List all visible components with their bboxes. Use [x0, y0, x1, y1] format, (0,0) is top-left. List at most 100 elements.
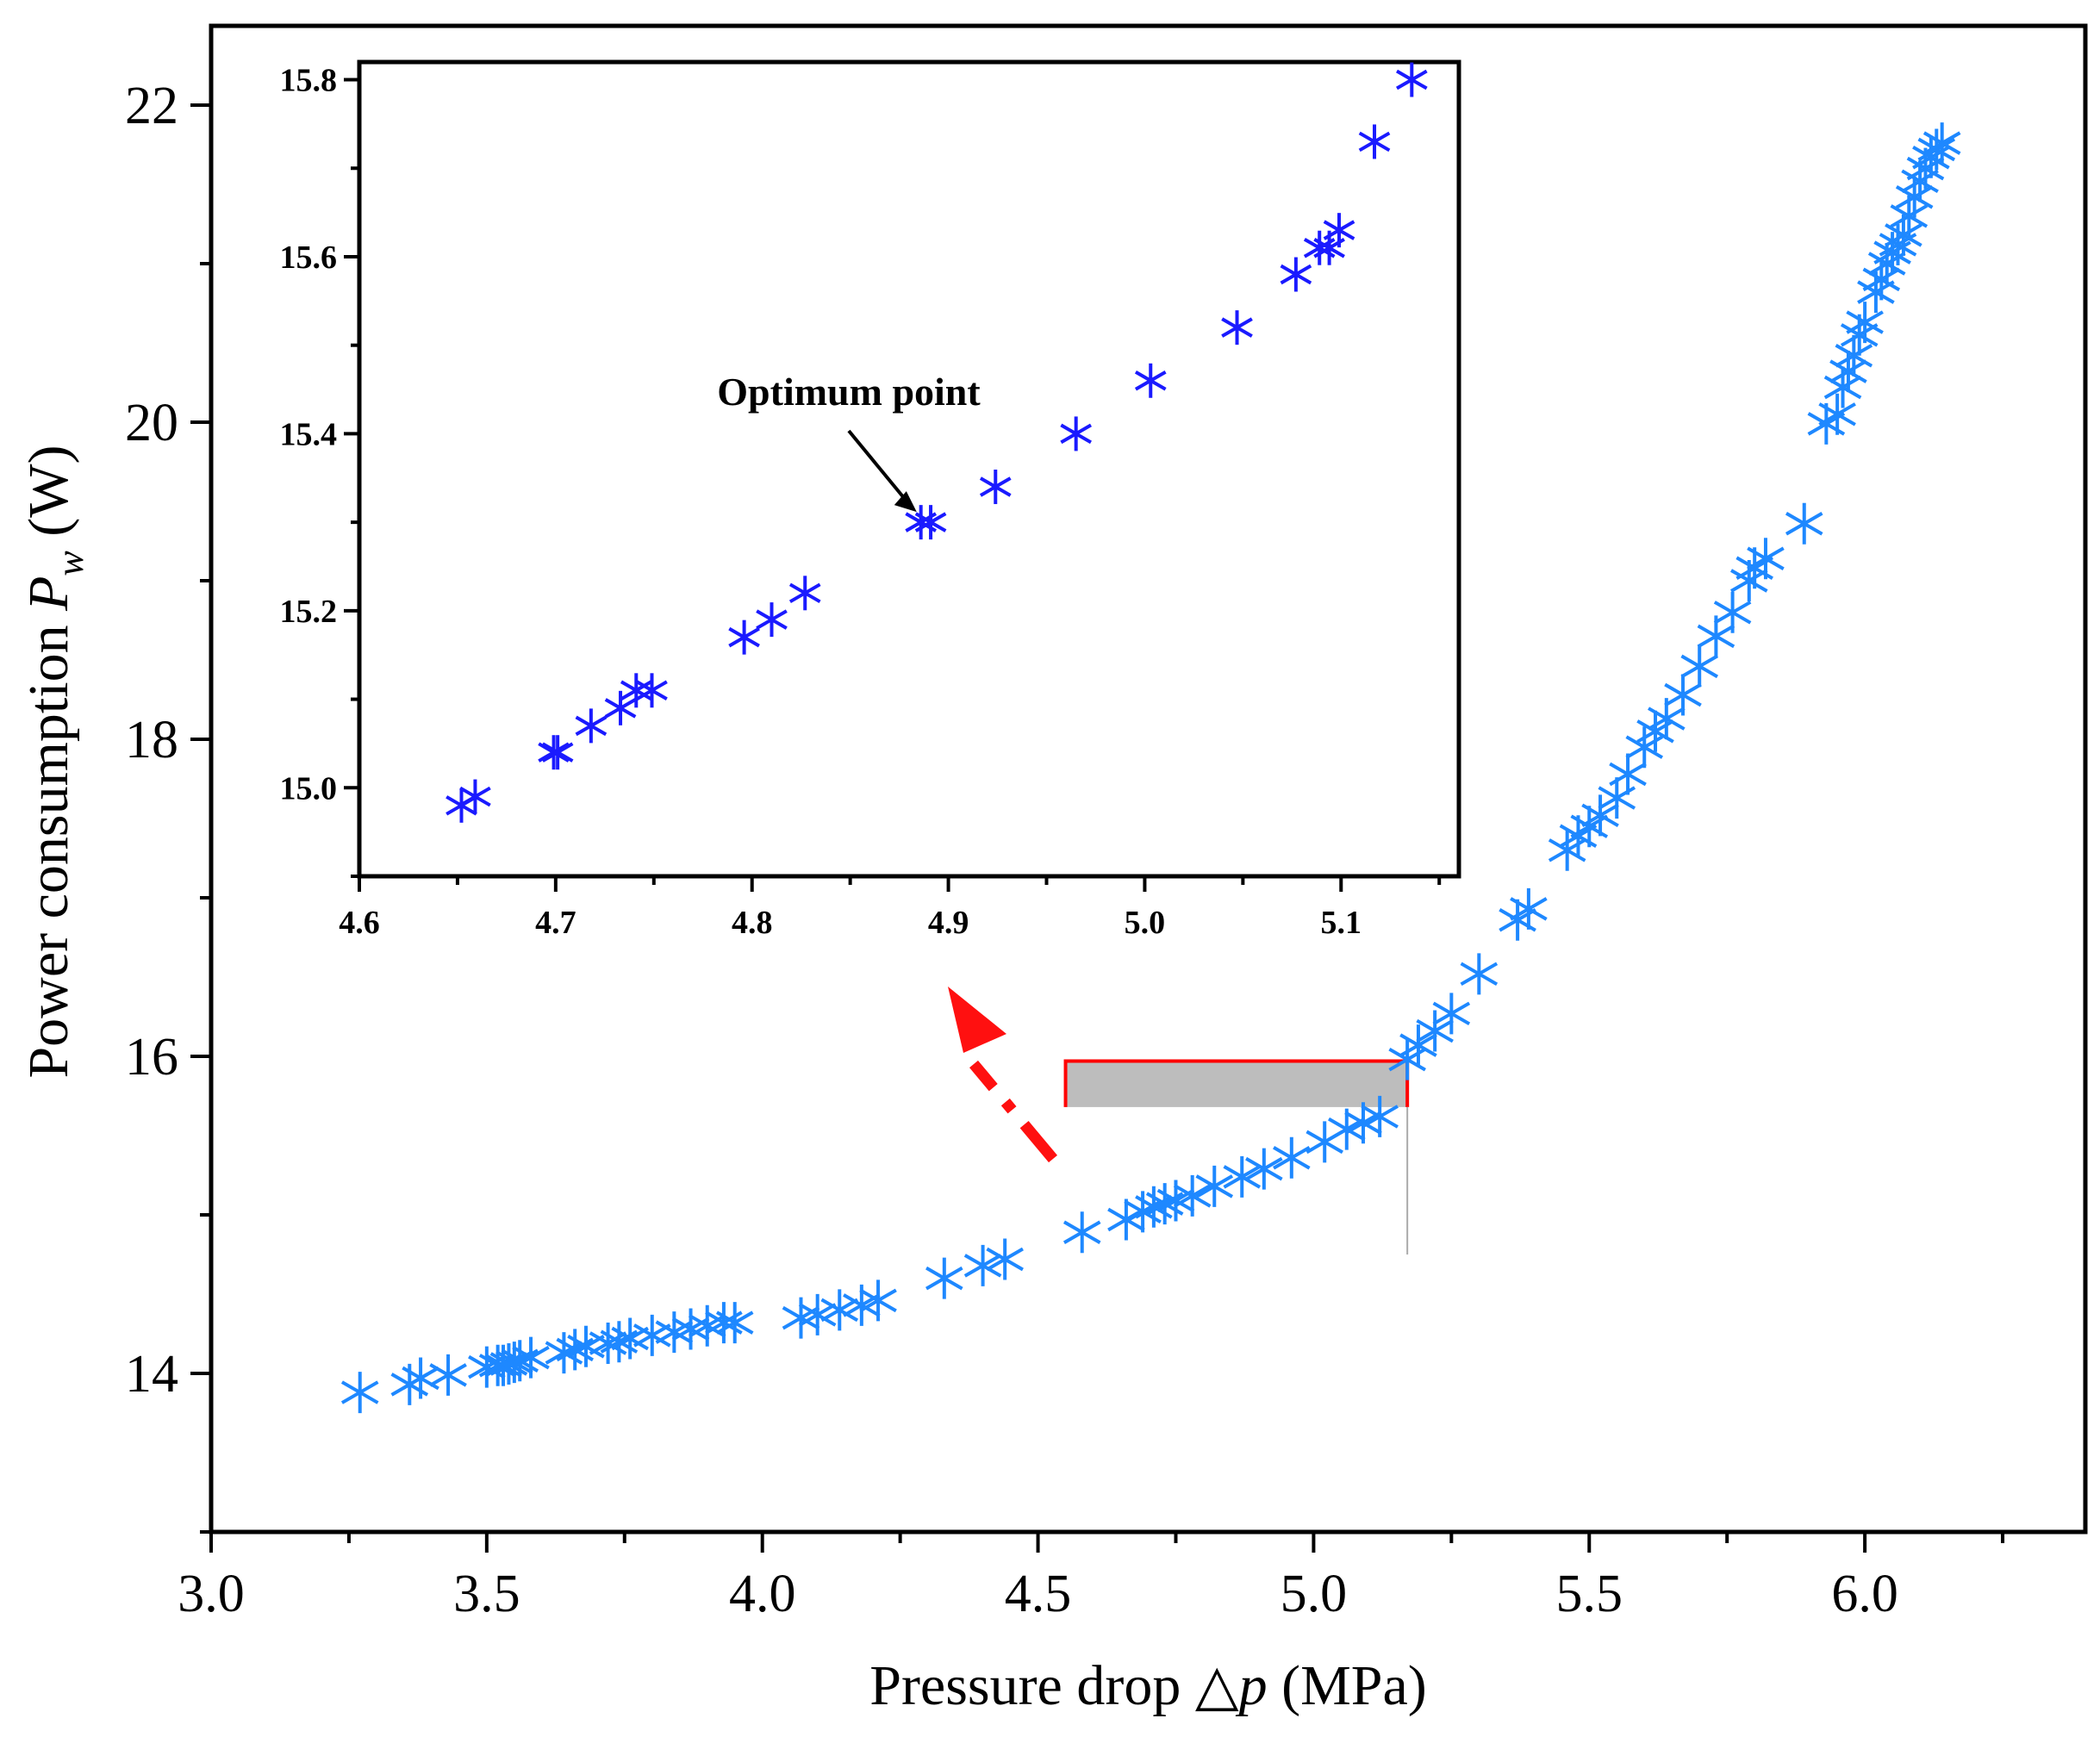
marker-stroke: [1885, 223, 1922, 247]
data-point: [986, 1238, 1024, 1280]
marker-stroke: [979, 476, 1012, 497]
inset-data-point: [541, 735, 574, 770]
inset-data-point: [1134, 363, 1167, 398]
x-tick-label: 5.5: [1556, 1565, 1623, 1623]
marker-stroke: [1697, 624, 1735, 649]
inset-y-tick-label: 15.2: [280, 594, 338, 630]
inset-data-point: [1395, 62, 1428, 97]
x-axis-title-var: p: [1236, 1654, 1268, 1717]
optimum-point-label: Optimum point: [717, 370, 981, 414]
data-point: [1581, 794, 1619, 837]
data-point: [859, 1279, 897, 1322]
marker-stroke: [1917, 137, 1956, 162]
inset-data-point: [604, 690, 637, 725]
marker-stroke: [820, 1298, 859, 1323]
marker-stroke: [459, 786, 491, 807]
marker-stroke: [538, 742, 570, 763]
data-point: [1664, 674, 1702, 716]
data-point: [1245, 1148, 1283, 1190]
inset-y-tick-label: 15.8: [280, 63, 338, 99]
x-tick-label: 4.5: [1005, 1565, 1072, 1623]
inset-data-point: [1060, 416, 1092, 451]
marker-stroke: [1840, 323, 1879, 347]
x-tick-label: 3.0: [178, 1565, 245, 1623]
marker-stroke: [1581, 803, 1619, 828]
marker-stroke: [756, 609, 788, 630]
data-point: [1305, 1121, 1343, 1163]
x-tick-label: 3.5: [453, 1565, 520, 1623]
x-tick-label: 4.0: [729, 1565, 796, 1623]
data-point: [1273, 1136, 1311, 1179]
inset-x-tick-label: 5.1: [1321, 905, 1362, 941]
data-point: [1173, 1174, 1212, 1217]
data-point: [1223, 1155, 1262, 1198]
y-axis-title-prefix: Power consumption: [17, 611, 80, 1079]
marker-stroke: [1857, 280, 1895, 304]
data-point: [1835, 334, 1873, 377]
data-point: [963, 1244, 1002, 1286]
marker-stroke: [541, 742, 574, 763]
marker-stroke: [1195, 1174, 1234, 1198]
data-point: [1344, 1102, 1382, 1144]
marker-stroke: [1729, 569, 1768, 593]
marker-stroke: [1361, 1105, 1399, 1129]
y-axis-title-var: P: [17, 576, 80, 612]
marker-stroke: [1922, 131, 1961, 155]
marker-stroke: [788, 582, 821, 604]
marker-stroke: [512, 1345, 550, 1370]
marker-stroke: [1323, 220, 1355, 240]
data-point: [1846, 302, 1884, 344]
marker-stroke: [986, 1247, 1024, 1272]
inset-y-tick-label: 15.0: [280, 770, 338, 806]
data-point: [1857, 271, 1895, 314]
inset-x-tick-label: 4.7: [535, 905, 576, 941]
y-axis-title-suffix: (W): [17, 445, 80, 551]
marker-stroke: [1510, 897, 1548, 921]
data-point: [1609, 753, 1647, 795]
marker-stroke: [1818, 402, 1856, 426]
x-axis-title: Pressure drop △p (MPa): [869, 1654, 1427, 1717]
y-axis-title-subscript: w: [49, 551, 91, 576]
x-axis-title-suffix: (MPa): [1268, 1654, 1427, 1717]
data-point: [925, 1257, 963, 1299]
inset-chart: 4.6 4.7 4.8 4.9 5.0 5.1 15.0 15.2 15.4 15.6 15.8 Op…: [280, 59, 1461, 941]
data-point: [1432, 993, 1471, 1035]
marker-stroke: [1134, 370, 1167, 391]
data-point: [1785, 502, 1823, 545]
inset-data-point: [728, 619, 760, 655]
marker-stroke: [1648, 707, 1686, 731]
main-chart: 3.0 3.5 4.0 4.5 5.0 5.5 6.0 14 16 18 20 22 Pressure …: [17, 23, 2088, 1717]
marker-stroke: [1358, 131, 1391, 153]
marker-stroke: [1280, 264, 1312, 285]
inset-data-point: [788, 576, 821, 611]
data-point: [1917, 128, 1956, 171]
y-tick-label: 22: [125, 77, 178, 135]
marker-stroke: [1395, 69, 1428, 90]
zoom-arrow-shaft: [969, 1060, 1057, 1163]
marker-stroke: [1460, 962, 1499, 987]
inset-data-point: [538, 735, 570, 770]
data-point: [1680, 645, 1718, 688]
inset-data-point: [756, 602, 788, 638]
marker-stroke: [1062, 1220, 1101, 1244]
data-point: [1416, 1010, 1454, 1052]
marker-stroke: [620, 680, 652, 701]
data-point: [340, 1372, 379, 1414]
inset-data-point: [1221, 310, 1253, 346]
data-point: [1328, 1108, 1366, 1150]
marker-stroke: [1680, 654, 1718, 679]
marker-stroke: [575, 715, 608, 737]
marker-stroke: [1835, 343, 1873, 368]
marker-stroke: [1060, 423, 1092, 445]
inset-data-point: [1358, 124, 1391, 159]
inset-data-point: [575, 708, 608, 744]
marker-stroke: [925, 1266, 963, 1291]
marker-stroke: [636, 680, 668, 701]
marker-stroke: [1416, 1018, 1454, 1043]
data-point: [1922, 122, 1961, 165]
data-point: [429, 1354, 467, 1396]
inset-y-tick-label: 15.6: [280, 240, 338, 276]
marker-stroke: [1245, 1156, 1283, 1181]
inset-y-tick-label: 15.4: [280, 416, 338, 452]
